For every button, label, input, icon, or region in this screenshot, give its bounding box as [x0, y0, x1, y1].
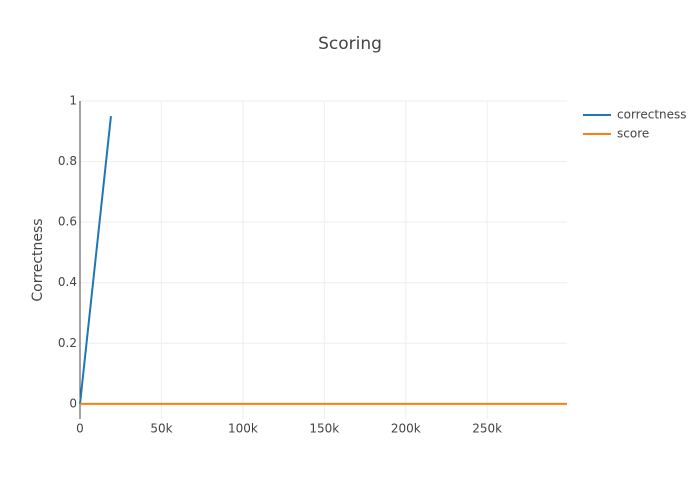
y-tick-label: 0 [69, 396, 77, 410]
chart-title: Scoring [318, 34, 382, 54]
x-tick-label: 0 [76, 422, 84, 436]
x-tick-label: 50k [150, 422, 172, 436]
y-tick-label: 0.8 [58, 154, 77, 168]
x-tick-label: 150k [309, 422, 339, 436]
y-tick-label: 1 [69, 94, 77, 108]
y-tick-label: 0.6 [58, 215, 77, 229]
legend-label: score [617, 127, 649, 141]
y-axis-label: Correctness [30, 218, 46, 301]
y-tick-label: 0.2 [58, 336, 77, 350]
x-tick-label: 200k [391, 422, 421, 436]
y-tick-label: 0.4 [58, 275, 77, 289]
line [79, 116, 112, 404]
x-tick-label: 100k [228, 422, 258, 436]
x-tick-label: 250k [472, 422, 502, 436]
legend-label: correctness [617, 108, 687, 122]
